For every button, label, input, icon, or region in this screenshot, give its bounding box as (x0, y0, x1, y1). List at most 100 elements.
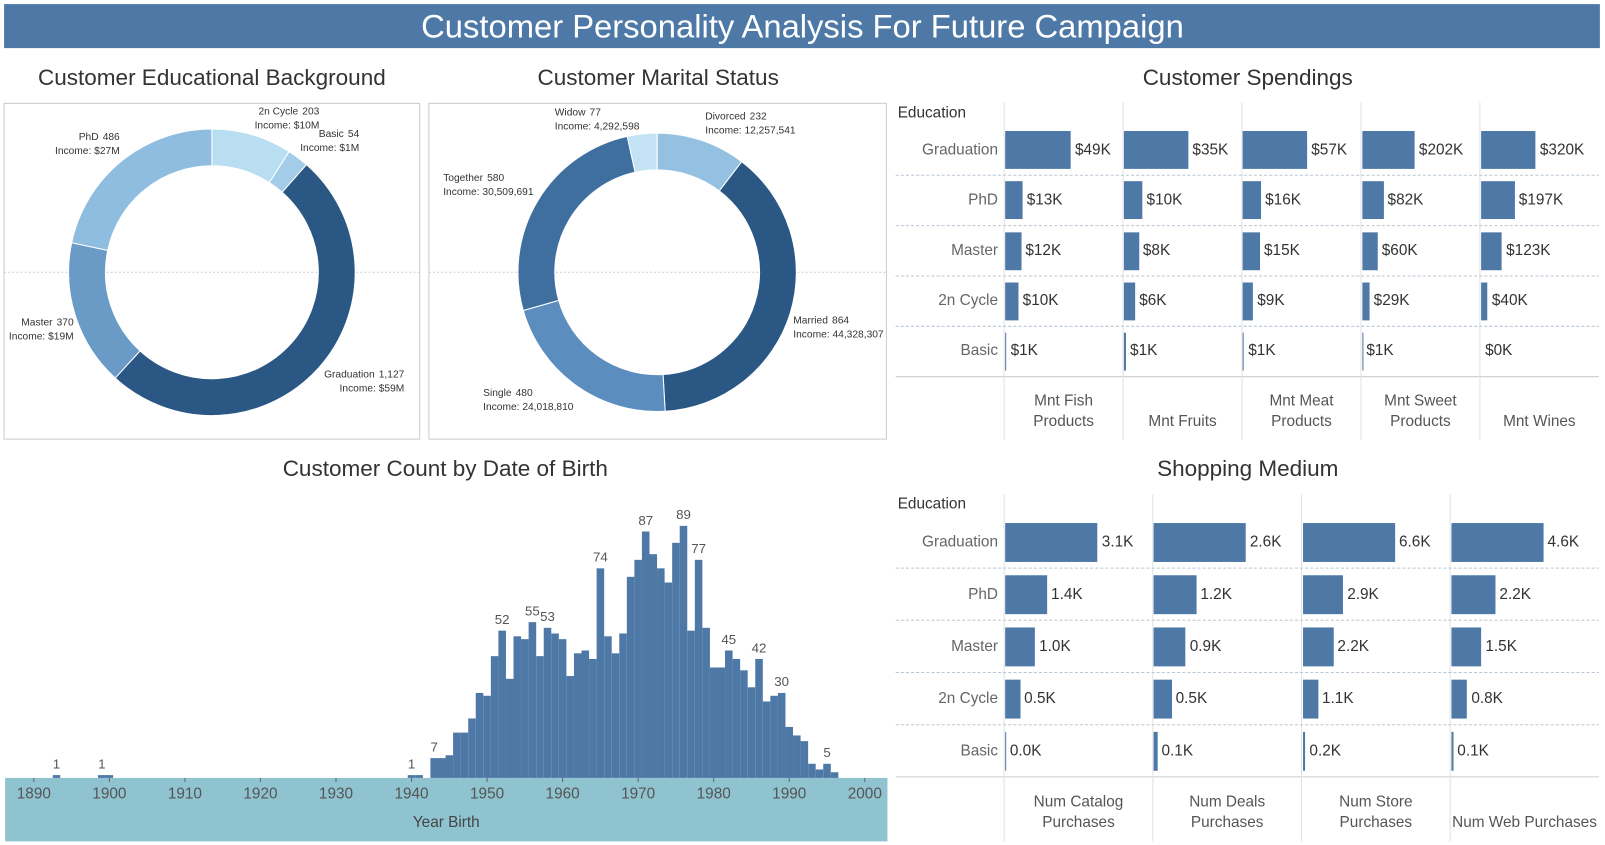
bar (785, 726, 794, 778)
slice-label: Master 370 (21, 317, 74, 328)
donut-slice (114, 163, 356, 417)
bar-label: 0.5K (1175, 689, 1208, 707)
slice-income: Income: $59M (340, 384, 405, 395)
bar-label: 1 (53, 756, 60, 771)
bar-label: $0K (1485, 342, 1513, 360)
donut-slice (517, 135, 636, 312)
bar-label: 1.2K (1200, 584, 1232, 603)
bar (702, 627, 710, 778)
chart-title: Customer Count by Date of Birth (283, 456, 608, 481)
bar (755, 658, 763, 778)
bar (1302, 626, 1334, 666)
bar (694, 559, 703, 778)
bar (1361, 131, 1415, 169)
bar (558, 639, 567, 778)
row-label: Graduation (922, 140, 999, 159)
bar (649, 554, 658, 778)
bar (1361, 231, 1378, 270)
bar (105, 775, 114, 778)
chart-title: Customer Educational Background (38, 65, 386, 90)
slice-label: Graduation 1,127 (324, 369, 405, 380)
column-header: Num Store Purchases (1339, 793, 1413, 832)
bar-label: 6.6K (1398, 532, 1431, 551)
slice-value: 480 (516, 388, 533, 399)
x-tick-label: 1890 (17, 785, 51, 802)
x-tick-label: 1930 (319, 785, 353, 802)
bar (725, 650, 733, 778)
slice-category: Widow (555, 107, 586, 118)
bar (1451, 626, 1482, 666)
slice-income: Income: $27M (55, 146, 120, 157)
slice-label: Single 480 (483, 388, 533, 399)
bar (747, 687, 756, 778)
bar (732, 658, 741, 778)
bar (566, 675, 574, 778)
bar (445, 755, 454, 778)
x-tick-label: 1910 (168, 785, 202, 802)
donut-slice (626, 132, 658, 173)
slice-value: 580 (487, 173, 504, 184)
bar (1480, 181, 1515, 220)
bar-label: 1.4K (1051, 584, 1083, 603)
bar-label: 53 (540, 609, 555, 624)
bar (808, 763, 816, 778)
bar (596, 568, 605, 778)
bar-label: $123K (1506, 241, 1551, 259)
bar-label: $49K (1074, 140, 1111, 159)
bar-label: $35K (1192, 140, 1229, 159)
x-axis-title: Year Birth (413, 814, 480, 831)
bar (460, 732, 469, 778)
slice-category: Basic (319, 129, 344, 140)
bar (1243, 131, 1308, 169)
bar (1480, 131, 1536, 169)
bar (717, 667, 726, 778)
bar (709, 667, 718, 778)
bar (1124, 231, 1139, 270)
bar-label: 1 (408, 756, 415, 771)
bar-label: 74 (593, 550, 608, 565)
bar (1480, 282, 1488, 321)
bar (762, 701, 771, 778)
bar (1005, 181, 1023, 220)
bar-label: 45 (721, 632, 736, 647)
bar-label: 7 (430, 739, 437, 754)
slice-value: 203 (302, 106, 319, 117)
bar (536, 656, 544, 778)
bar (589, 658, 597, 778)
bar (483, 695, 491, 778)
row-header: Education (897, 495, 966, 513)
bar-label: 1.1K (1321, 689, 1354, 707)
slice-income: Income: 4,292,598 (555, 122, 640, 133)
column-header: Mnt Wines (1503, 412, 1576, 430)
bar (1005, 522, 1098, 562)
bar-label: 52 (495, 612, 510, 627)
bar (475, 692, 484, 778)
bar-label: $197K (1518, 191, 1564, 209)
bar-label: 2.9K (1347, 584, 1379, 603)
bar (513, 636, 522, 778)
bar (430, 758, 438, 778)
bar-label: 0.0K (1009, 741, 1042, 759)
bar (770, 695, 778, 778)
bar-label: $1K (1130, 342, 1158, 360)
bar (407, 775, 416, 778)
slice-label: PhD 486 (79, 132, 120, 143)
bar-label: $8K (1142, 241, 1171, 259)
bar (1243, 332, 1245, 371)
slice-category: Graduation (324, 369, 375, 380)
bar-label: 55 (525, 603, 540, 618)
bar (1361, 282, 1370, 321)
bar (415, 775, 423, 778)
bar-label: $202K (1418, 140, 1464, 159)
bar-label: $320K (1539, 140, 1585, 159)
donut-slice (71, 128, 213, 251)
slice-category: Together (443, 173, 483, 184)
bar (641, 531, 650, 778)
donut-slice (68, 242, 141, 379)
bar-label: 0.8K (1471, 689, 1503, 707)
bar (672, 542, 680, 778)
x-tick-label: 1920 (243, 785, 277, 802)
slice-label: Basic 54 (319, 129, 360, 140)
bar-label: 3.1K (1101, 532, 1134, 551)
